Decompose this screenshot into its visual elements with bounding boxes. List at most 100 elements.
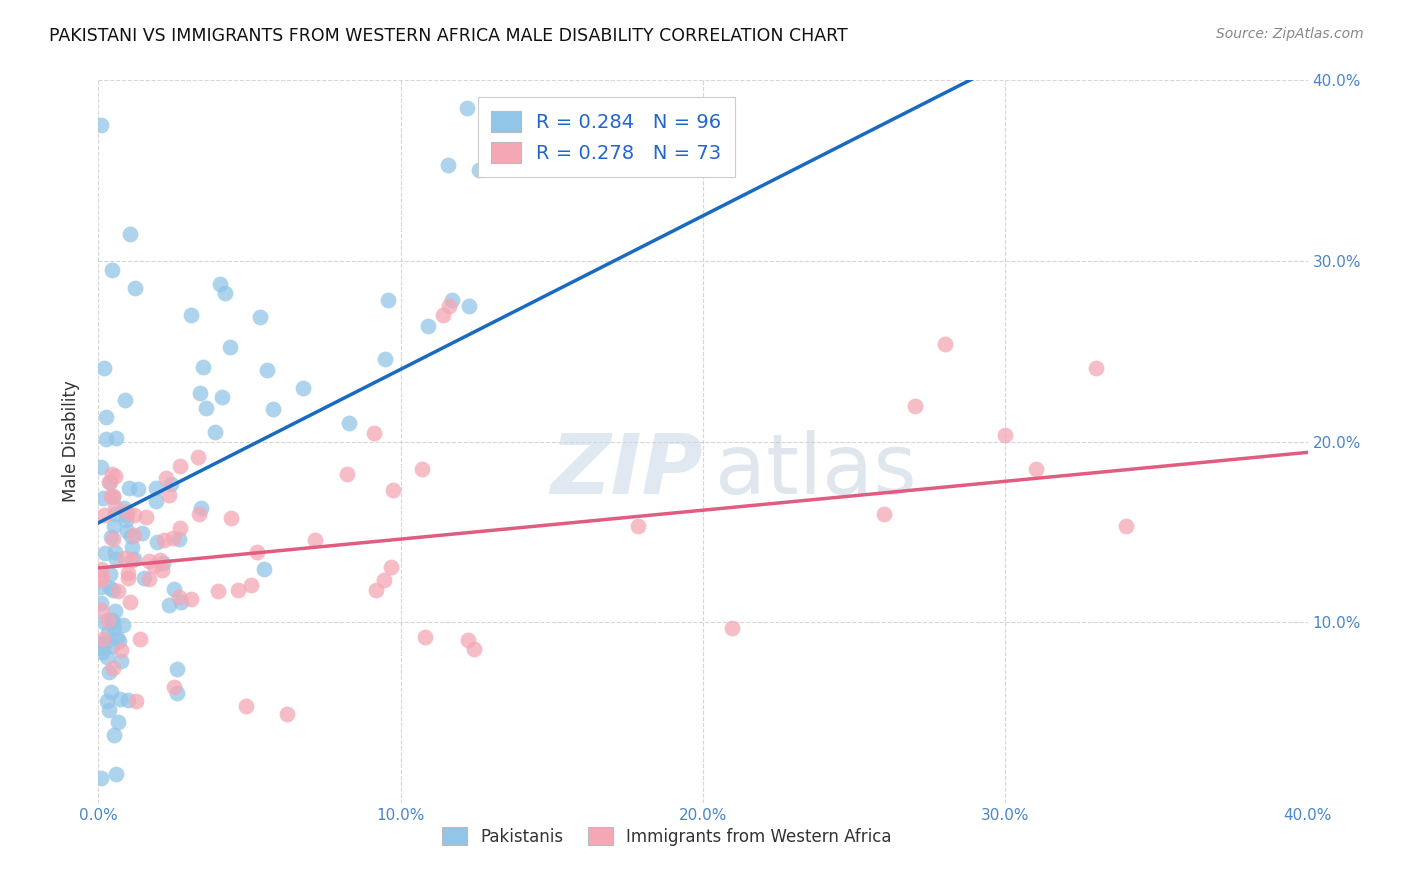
- Point: [437, 158, 460, 172]
- Point: [101, 661, 124, 675]
- Point: [103, 519, 125, 533]
- Point: [96, 409, 118, 424]
- Point: [191, 359, 214, 374]
- Point: [98, 566, 121, 581]
- Point: [104, 500, 127, 515]
- Point: [90, 580, 112, 594]
- Text: Source: ZipAtlas.com: Source: ZipAtlas.com: [1216, 27, 1364, 41]
- Point: [117, 566, 139, 580]
- Point: [124, 508, 146, 522]
- Point: [149, 552, 172, 566]
- Point: [463, 642, 485, 657]
- Point: [214, 285, 236, 300]
- Point: [143, 558, 166, 573]
- Point: [1024, 462, 1046, 476]
- Point: [337, 416, 360, 430]
- Point: [413, 630, 436, 644]
- Point: [188, 385, 211, 400]
- Point: [374, 352, 396, 367]
- Point: [97, 665, 120, 679]
- Point: [90, 635, 112, 649]
- Point: [291, 381, 314, 395]
- Point: [115, 524, 138, 538]
- Point: [721, 621, 744, 635]
- Point: [157, 599, 180, 613]
- Point: [90, 641, 112, 656]
- Point: [456, 101, 478, 115]
- Point: [90, 603, 112, 617]
- Point: [145, 481, 167, 495]
- Point: [262, 402, 284, 417]
- Point: [457, 633, 479, 648]
- Point: [101, 614, 124, 628]
- Point: [105, 766, 128, 780]
- Point: [93, 615, 115, 629]
- Point: [276, 707, 298, 722]
- Point: [90, 119, 112, 133]
- Point: [90, 459, 112, 474]
- Point: [235, 698, 257, 713]
- Point: [91, 491, 114, 505]
- Point: [121, 553, 143, 567]
- Point: [101, 467, 124, 482]
- Text: atlas: atlas: [716, 430, 917, 511]
- Point: [104, 469, 127, 483]
- Point: [103, 728, 125, 742]
- Point: [104, 604, 127, 618]
- Point: [101, 490, 124, 504]
- Point: [100, 685, 122, 699]
- Point: [96, 694, 118, 708]
- Y-axis label: Male Disability: Male Disability: [62, 381, 80, 502]
- Point: [304, 533, 326, 548]
- Point: [111, 617, 134, 632]
- Point: [98, 475, 121, 490]
- Point: [118, 595, 141, 609]
- Point: [115, 505, 138, 519]
- Point: [373, 573, 395, 587]
- Point: [91, 570, 114, 584]
- Point: [112, 500, 135, 515]
- Point: [207, 584, 229, 599]
- Point: [904, 399, 927, 413]
- Point: [103, 489, 125, 503]
- Point: [208, 277, 231, 291]
- Point: [163, 681, 186, 695]
- Point: [145, 535, 167, 549]
- Point: [115, 508, 138, 522]
- Point: [125, 694, 148, 708]
- Point: [441, 293, 464, 307]
- Point: [180, 308, 202, 322]
- Point: [93, 361, 115, 376]
- Point: [105, 431, 128, 445]
- Point: [145, 494, 167, 508]
- Point: [187, 450, 209, 464]
- Point: [155, 471, 177, 485]
- Point: [117, 571, 139, 585]
- Point: [103, 583, 125, 598]
- Point: [100, 639, 122, 653]
- Point: [1085, 361, 1108, 376]
- Point: [115, 513, 138, 527]
- Point: [135, 510, 157, 524]
- Point: [117, 692, 139, 706]
- Point: [432, 308, 454, 322]
- Point: [96, 624, 118, 639]
- Point: [122, 551, 145, 566]
- Point: [94, 636, 117, 650]
- Point: [110, 654, 132, 668]
- Point: [468, 163, 491, 178]
- Point: [105, 631, 128, 645]
- Point: [100, 530, 122, 544]
- Point: [437, 299, 460, 313]
- Point: [100, 489, 122, 503]
- Point: [219, 510, 242, 524]
- Point: [104, 544, 127, 558]
- Legend: Pakistanis, Immigrants from Western Africa: Pakistanis, Immigrants from Western Afri…: [434, 821, 898, 852]
- Point: [253, 562, 276, 576]
- Text: ZIP: ZIP: [550, 430, 703, 511]
- Point: [91, 632, 114, 647]
- Point: [211, 390, 233, 404]
- Point: [127, 483, 149, 497]
- Point: [180, 592, 202, 607]
- Point: [98, 703, 121, 717]
